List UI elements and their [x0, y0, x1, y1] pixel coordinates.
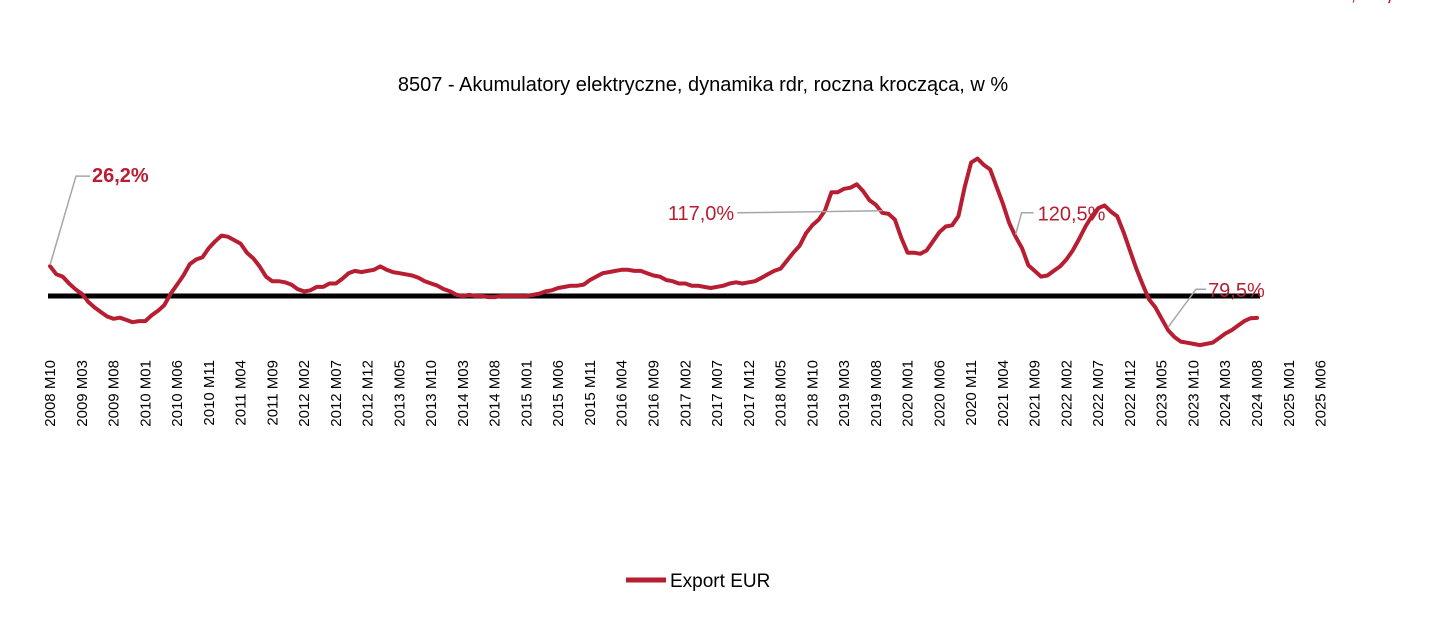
x-tick-label: 2008 M10 [42, 360, 59, 427]
x-tick-label: 2019 M03 [836, 360, 853, 427]
x-tick-label: 2020 M11 [963, 360, 980, 426]
x-tick-label: 2025 M06 [1313, 360, 1330, 427]
x-tick-label: 2011 M04 [233, 360, 250, 426]
x-tick-label: 2012 M12 [360, 360, 377, 427]
x-tick-label: 2021 M04 [995, 360, 1012, 427]
x-tick-label: 2016 M09 [646, 360, 663, 427]
x-tick-label: 2014 M03 [455, 360, 472, 427]
x-tick-label: 2022 M12 [1122, 360, 1139, 427]
x-tick-label: 2012 M02 [296, 360, 313, 427]
annotation-leader-line [1167, 288, 1207, 328]
x-tick-label: 2014 M08 [487, 360, 504, 427]
legend: Export EUR [626, 571, 770, 592]
x-axis-tick-labels: 2008 M10 2009 M03 2009 M08 2010 M01 2010 M06… [42, 360, 1330, 427]
x-tick-label: 2022 M02 [1058, 360, 1075, 427]
x-tick-label: 2010 M06 [169, 360, 186, 427]
x-tick-label: 2013 M10 [423, 360, 440, 427]
annotations-layer: 26,2% 117,0% 120,5% 79,5% -43,1%-19,2% [49, 0, 1422, 328]
x-tick-label: 2009 M03 [74, 360, 91, 427]
x-tick-label: 2023 M10 [1185, 360, 1202, 427]
annotation-label: 79,5% [1208, 280, 1265, 302]
x-tick-label: 2012 M07 [328, 360, 345, 427]
x-tick-label: 2010 M01 [137, 360, 154, 427]
x-tick-label: 2015 M11 [582, 360, 599, 426]
x-tick-label: 2009 M08 [106, 360, 123, 427]
x-tick-label: 2016 M04 [614, 360, 631, 427]
x-tick-label: 2022 M07 [1090, 360, 1107, 427]
x-tick-label: 2023 M05 [1154, 360, 1171, 427]
chart-title: 8507 - Akumulatory elektryczne, dynamika… [398, 74, 1008, 96]
x-tick-label: 2015 M01 [518, 360, 535, 427]
annotation-leader-line [49, 175, 90, 266]
x-tick-label: 2020 M06 [931, 360, 948, 427]
annotation-label: 26,2% [92, 165, 149, 187]
legend-label: Export EUR [670, 571, 770, 592]
x-tick-label: 2017 M07 [709, 360, 726, 427]
annotation-leader-line [1014, 211, 1034, 235]
annotation-label: 117,0% [668, 203, 735, 225]
x-tick-label: 2010 M11 [201, 360, 218, 426]
annotation-label: 120,5% [1038, 204, 1106, 226]
x-tick-label: 2020 M01 [900, 360, 917, 427]
series-layer [48, 156, 1259, 348]
x-tick-label: 2018 M05 [773, 360, 790, 427]
x-tick-label: 2025 M01 [1281, 360, 1298, 427]
x-tick-label: 2021 M09 [1027, 360, 1044, 427]
x-tick-label: 2017 M12 [741, 360, 758, 427]
x-tick-label: 2013 M05 [391, 360, 408, 427]
x-tick-label: 2011 M09 [264, 360, 281, 426]
annotation-label: -19,2% [1358, 0, 1422, 5]
x-tick-label: 2024 M08 [1249, 360, 1266, 427]
x-tick-label: 2024 M03 [1217, 360, 1234, 427]
x-tick-label: 2018 M10 [804, 360, 821, 427]
annotation-leader-line [737, 210, 883, 214]
x-tick-label: 2015 M06 [550, 360, 567, 427]
x-tick-label: 2019 M08 [868, 360, 885, 427]
x-tick-label: 2017 M02 [677, 360, 694, 427]
series-line-export-eur [48, 156, 1259, 348]
annotation-label: -43,1% [1322, 0, 1386, 5]
